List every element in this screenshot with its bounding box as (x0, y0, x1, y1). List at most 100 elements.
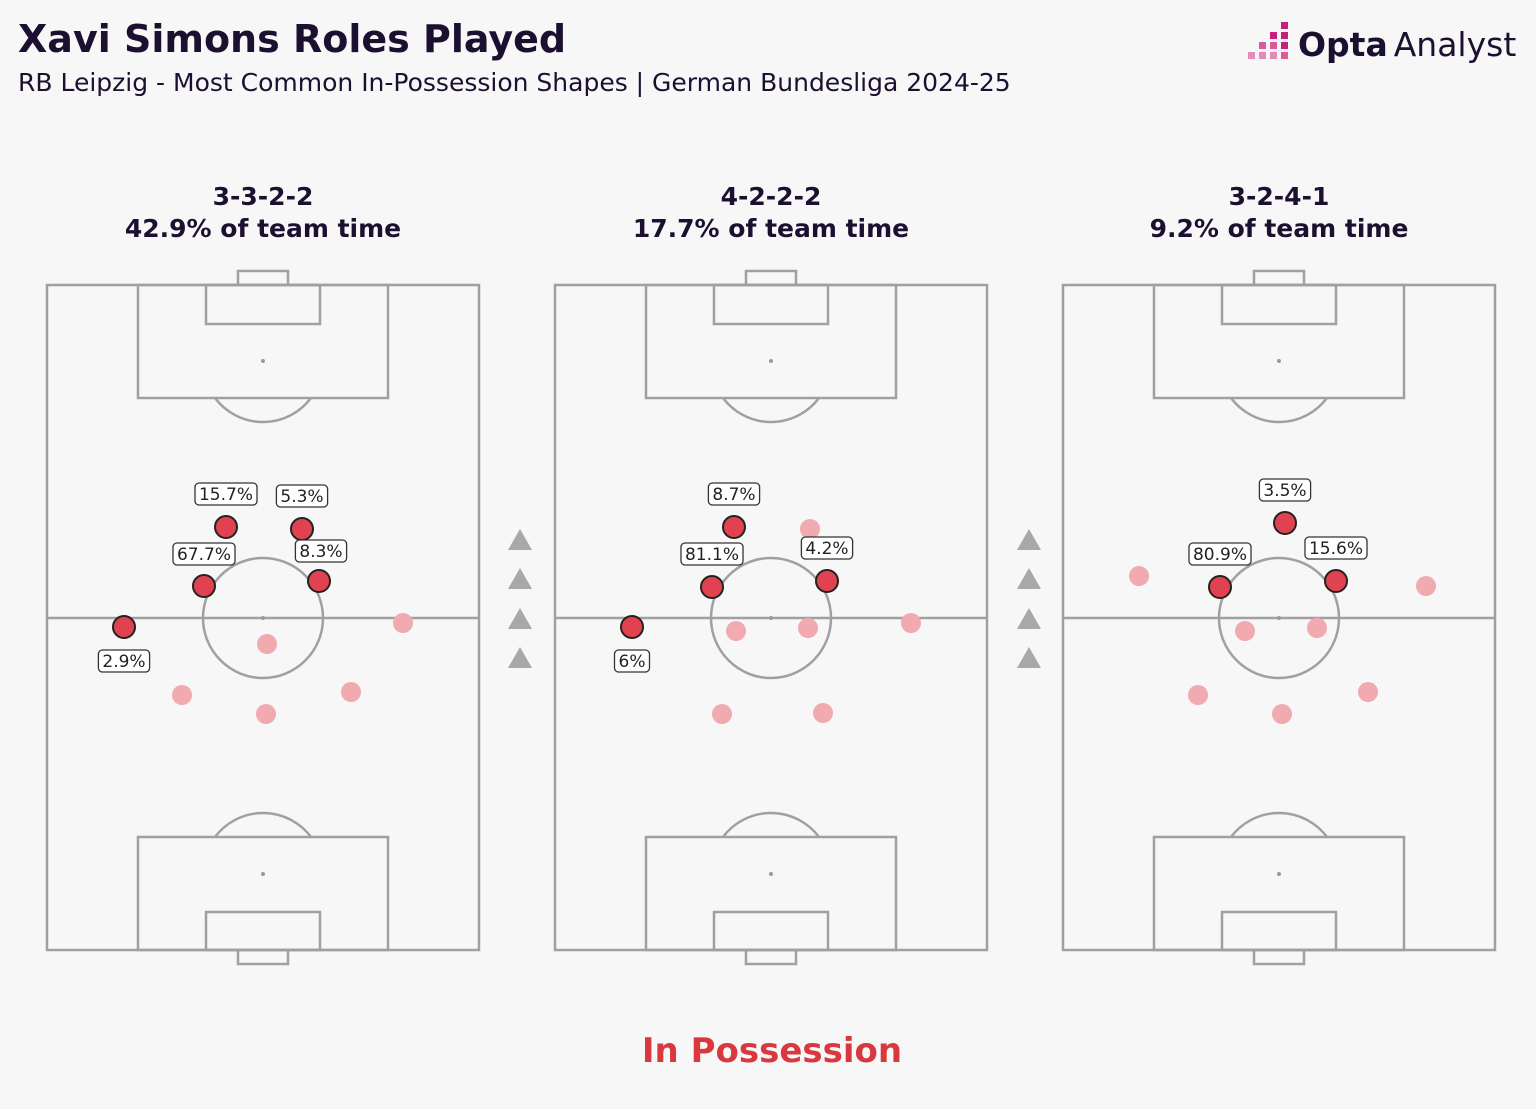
pitch-line (644, 835, 898, 952)
pitch-line (1220, 910, 1338, 952)
teammate-dot (1416, 576, 1436, 596)
label-box (294, 539, 348, 563)
team-share: 17.7% of team time (633, 214, 909, 243)
role-dot (815, 569, 839, 593)
label-box (172, 542, 236, 566)
teammate-dot (798, 618, 818, 638)
role-dot (1273, 511, 1297, 535)
spot (769, 359, 773, 363)
teammate-dot (257, 634, 277, 654)
role-label: 15.6% (1309, 539, 1363, 559)
spot (769, 616, 773, 620)
role-dot (700, 575, 724, 599)
teammate-dot (901, 613, 921, 633)
formation: 3-3-2-2 (213, 182, 314, 211)
spot (261, 616, 265, 620)
pitch: 4-2-2-2 17.7% of team time 8.7% 81.1% 4.2% 6% (553, 182, 989, 966)
teammate-dot (393, 613, 413, 633)
role-label: 2.9% (102, 652, 145, 672)
role-label: 81.1% (685, 545, 739, 565)
teammate-dot (1358, 682, 1378, 702)
role-dot (112, 615, 136, 639)
label-box (680, 542, 744, 566)
role-label: 80.9% (1193, 545, 1247, 565)
role-dot (620, 615, 644, 639)
role-dot (307, 569, 331, 593)
role-dot (1324, 569, 1348, 593)
pitch-line (136, 835, 390, 952)
role-label: 8.3% (299, 542, 342, 562)
teammate-dot (256, 704, 276, 724)
teammate-dot (1188, 685, 1208, 705)
label-box (275, 484, 329, 508)
label-box (1258, 478, 1312, 502)
pitch-line (1252, 269, 1306, 287)
teammate-dot (1272, 704, 1292, 724)
logo-text: Opta Analyst (1298, 25, 1516, 64)
arrows (508, 529, 1041, 668)
pitch-line (214, 397, 312, 424)
label-box (707, 482, 761, 506)
label-box (194, 482, 258, 506)
role-label: 6% (619, 652, 646, 672)
footer: In Possession (642, 1031, 902, 1071)
team-share: 9.2% of team time (1150, 214, 1409, 243)
formation: 3-2-4-1 (1229, 182, 1330, 211)
spot (1277, 616, 1281, 620)
pitch-line (136, 283, 390, 400)
pitch-line (744, 269, 798, 287)
teammate-dot (341, 682, 361, 702)
spot (261, 359, 265, 363)
pitch-line (1220, 283, 1338, 326)
teammate-dot (1307, 618, 1327, 638)
role-label: 15.7% (199, 485, 253, 505)
pitch-line (744, 948, 798, 966)
formation: 4-2-2-2 (721, 182, 822, 211)
role-dot (214, 515, 238, 539)
label-box (800, 536, 854, 560)
role-dot (290, 517, 314, 541)
logo-icon (1248, 22, 1288, 59)
title: Xavi Simons Roles Played (18, 17, 566, 61)
pitch-line (1152, 835, 1406, 952)
teammate-dot (172, 685, 192, 705)
role-dot (192, 574, 216, 598)
teammate-dot (1235, 621, 1255, 641)
pitch: 3-2-4-1 9.2% of team time 3.5% 80.9% 15.6% (1061, 182, 1497, 966)
pitch-line (236, 948, 290, 966)
role-label: 3.5% (1263, 481, 1306, 501)
pitch-line (1252, 948, 1306, 966)
pitch-line (1230, 397, 1328, 424)
label-box (97, 649, 151, 673)
teammate-dot (1129, 566, 1149, 586)
subtitle: RB Leipzig - Most Common In-Possession S… (18, 68, 1011, 97)
pitch-line (712, 283, 830, 326)
role-label: 67.7% (177, 545, 231, 565)
spot (769, 872, 773, 876)
logo-product: Analyst (1394, 25, 1517, 64)
spot (1277, 872, 1281, 876)
role-label: 8.7% (712, 485, 755, 505)
label-box (1304, 536, 1368, 560)
teammate-dot (800, 519, 820, 539)
pitch-line (722, 397, 820, 424)
role-dot (1208, 575, 1232, 599)
role-label: 5.3% (280, 487, 323, 507)
pitch-line (644, 283, 898, 400)
spot (261, 872, 265, 876)
role-dot (722, 515, 746, 539)
pitch: 3-3-2-2 42.9% of team time 15.7% 5.3% 67.7% 8… (45, 182, 481, 966)
role-label: 4.2% (805, 539, 848, 559)
pitch-line (204, 283, 322, 326)
pitch-line (712, 910, 830, 952)
team-share: 42.9% of team time (125, 214, 401, 243)
pitch-line (709, 556, 833, 680)
pitch-line (722, 811, 820, 838)
pitch-line (204, 910, 322, 952)
pitch-line (236, 269, 290, 287)
spot (1277, 359, 1281, 363)
teammate-dot (712, 704, 732, 724)
label-box (1188, 542, 1252, 566)
pitch-line (1230, 811, 1328, 838)
